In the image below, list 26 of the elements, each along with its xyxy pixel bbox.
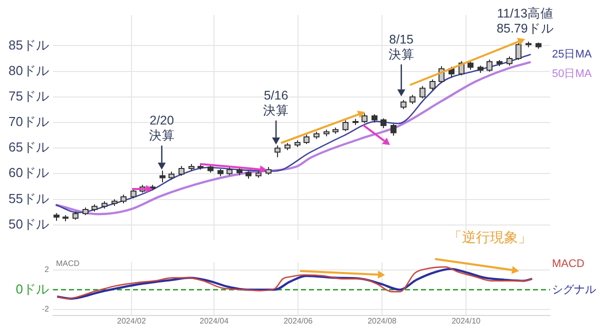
y-tick-label: 75ドル bbox=[8, 88, 49, 104]
y-tick-label: -2 bbox=[42, 304, 50, 314]
y-tick-label: 85ドル bbox=[8, 37, 49, 52]
y-tick-label: 60ドル bbox=[8, 165, 49, 180]
annotation: 2/20 決算 bbox=[148, 114, 175, 143]
y-axis-title: MACD bbox=[56, 259, 80, 268]
y-tick-label: 65ドル bbox=[8, 140, 49, 155]
x-tick-label: 2024/02 bbox=[117, 316, 146, 326]
annotation: 11/13高値 85.79ドル bbox=[496, 6, 554, 36]
series-label: MACD bbox=[552, 258, 584, 270]
x-tick-label: 2024/10 bbox=[452, 316, 482, 326]
series-label: 25日MA bbox=[552, 48, 592, 60]
ref-line-label: 0ドル bbox=[16, 281, 49, 296]
annotation: 8/15 決算 bbox=[388, 32, 414, 62]
x-tick-label: 2024/04 bbox=[200, 316, 230, 326]
y-tick-label: 50ドル bbox=[8, 216, 49, 232]
y-tick-label: 55ドル bbox=[8, 190, 49, 206]
text: 50日MA bbox=[552, 68, 592, 80]
y-tick-label: 2 bbox=[44, 265, 50, 274]
annotation: 「逆行現象」 bbox=[448, 229, 532, 245]
y-tick-label: 80ドル bbox=[8, 62, 49, 78]
series-label: シグナル bbox=[552, 284, 596, 296]
y-tick-label: 70ドル bbox=[8, 114, 49, 130]
x-tick-label: 2024/06 bbox=[284, 316, 314, 326]
x-tick-label: 2024/08 bbox=[368, 316, 398, 326]
annotation: 5/16 決算 bbox=[263, 88, 290, 118]
